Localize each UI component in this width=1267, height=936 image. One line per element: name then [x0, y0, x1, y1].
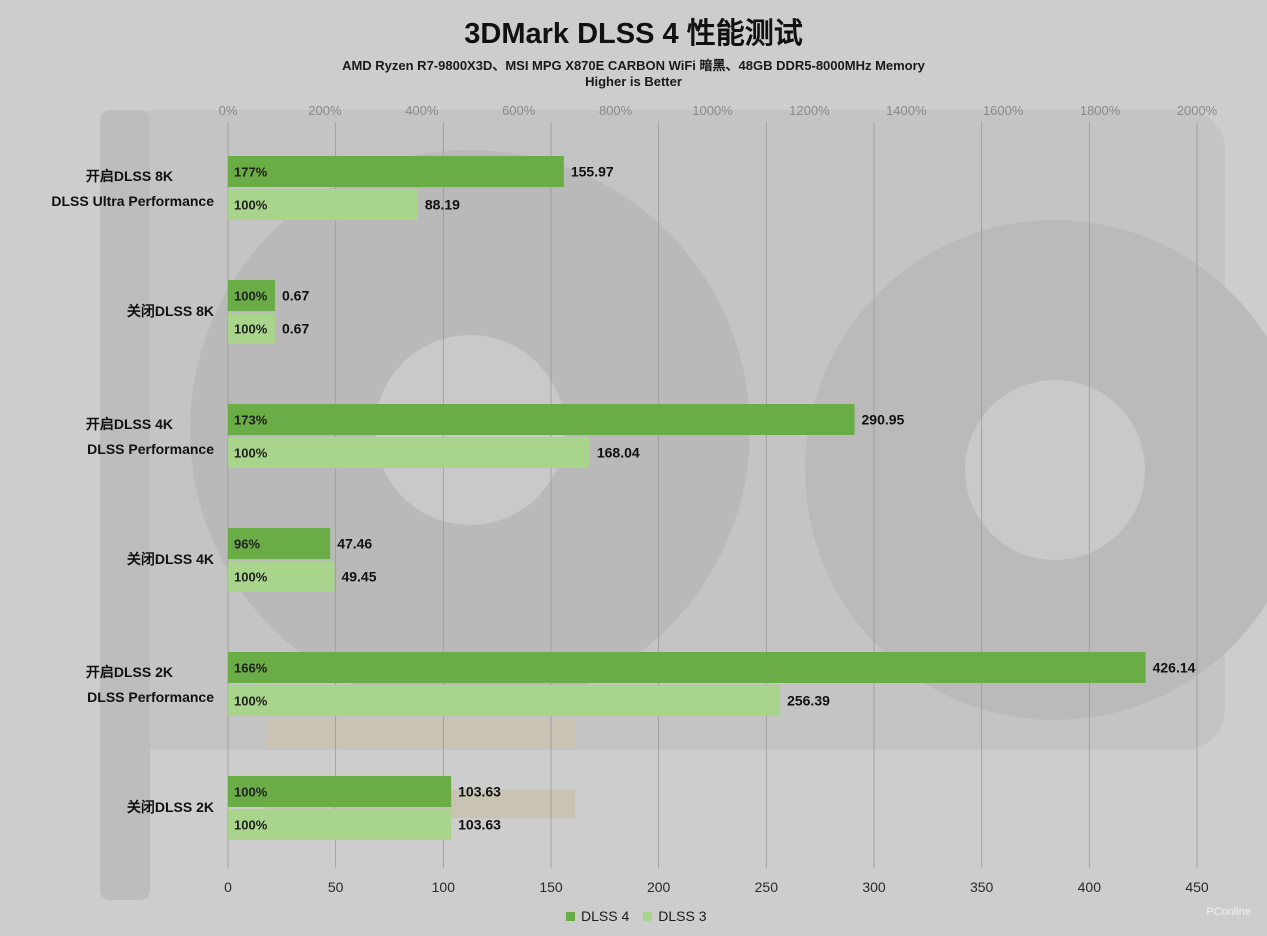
x-top-tick-label: 600%	[502, 103, 536, 118]
x-tick-label: 350	[970, 879, 994, 895]
category-sublabel: DLSS Performance	[87, 689, 214, 705]
percent-label: 100%	[234, 446, 268, 461]
bar-dlss3	[228, 561, 335, 592]
category-label: 关闭DLSS 2K	[127, 799, 214, 815]
percent-label: 100%	[234, 198, 268, 213]
x-top-tick-label: 1600%	[983, 103, 1024, 118]
category-label: 关闭DLSS 4K	[127, 551, 214, 567]
bar-dlss4	[228, 404, 855, 435]
x-tick-label: 50	[328, 879, 344, 895]
x-top-tick-label: 0%	[219, 103, 238, 118]
category-label: 开启DLSS 8K	[86, 168, 173, 184]
legend-swatch-dlss4	[566, 911, 575, 921]
x-top-tick-label: 400%	[405, 103, 439, 118]
chart-subtitle: AMD Ryzen R7-9800X3D、MSI MPG X870E CARBO…	[342, 58, 925, 73]
value-label: 426.14	[1153, 660, 1196, 676]
x-tick-label: 150	[539, 879, 563, 895]
legend-swatch-dlss3	[643, 911, 653, 921]
x-top-tick-label: 800%	[599, 103, 633, 118]
x-tick-label: 450	[1185, 879, 1209, 895]
percent-label: 166%	[234, 661, 268, 676]
category-sublabel: DLSS Performance	[87, 441, 214, 457]
category-label: 关闭DLSS 8K	[127, 303, 214, 319]
bar-dlss4	[228, 528, 331, 559]
x-top-tick-label: 1400%	[886, 103, 927, 118]
value-label: 155.97	[571, 164, 614, 180]
bar-dlss3	[228, 685, 781, 716]
x-tick-label: 100	[432, 879, 456, 895]
percent-label: 100%	[234, 785, 268, 800]
chart-legend: DLSS 4 DLSS 3	[566, 906, 707, 926]
chart-subtitle-note: Higher is Better	[585, 74, 682, 89]
value-label: 168.04	[597, 445, 640, 461]
percent-label: 100%	[234, 322, 268, 337]
legend-label-dlss4: DLSS 4	[581, 908, 630, 924]
x-tick-label: 200	[647, 879, 671, 895]
x-top-tick-label: 1800%	[1080, 103, 1121, 118]
legend-item-dlss4: DLSS 4	[566, 908, 629, 924]
value-label: 256.39	[787, 693, 830, 709]
percent-label: 173%	[234, 413, 268, 428]
value-label: 103.63	[458, 817, 501, 833]
x-tick-label: 400	[1078, 879, 1102, 895]
x-tick-label: 300	[862, 879, 886, 895]
percent-label: 100%	[234, 818, 268, 833]
bar-dlss3	[228, 809, 452, 840]
percent-label: 100%	[234, 570, 268, 585]
bar-dlss3	[228, 189, 418, 220]
x-top-tick-label: 1200%	[789, 103, 830, 118]
bar-dlss3	[228, 313, 275, 344]
value-label: 103.63	[458, 784, 501, 800]
x-top-tick-label: 1000%	[692, 103, 733, 118]
value-label: 0.67	[282, 288, 309, 304]
value-label: 49.45	[341, 569, 376, 585]
x-top-tick-label: 2000%	[1177, 103, 1218, 118]
x-tick-label: 250	[755, 879, 779, 895]
bar-dlss3	[228, 437, 590, 468]
watermark: PConline	[1206, 906, 1251, 918]
x-tick-label: 0	[224, 879, 232, 895]
legend-item-dlss3: DLSS 3	[643, 908, 707, 924]
percent-label: 100%	[234, 694, 268, 709]
value-label: 0.67	[282, 321, 309, 337]
category-sublabel: DLSS Ultra Performance	[51, 193, 214, 209]
bar-dlss4	[228, 156, 564, 187]
percent-label: 96%	[234, 537, 260, 552]
bar-dlss4	[228, 652, 1146, 683]
chart-title: 3DMark DLSS 4 性能测试	[464, 18, 803, 50]
bar-dlss4	[228, 280, 275, 311]
value-label: 47.46	[337, 536, 372, 552]
value-label: 290.95	[862, 412, 905, 428]
value-label: 88.19	[425, 197, 460, 213]
legend-label-dlss3: DLSS 3	[658, 908, 707, 924]
percent-label: 177%	[234, 165, 268, 180]
category-label: 开启DLSS 2K	[86, 664, 173, 680]
bar-dlss4	[228, 776, 452, 807]
percent-label: 100%	[234, 289, 268, 304]
category-label: 开启DLSS 4K	[86, 416, 173, 432]
x-top-tick-label: 200%	[308, 103, 342, 118]
